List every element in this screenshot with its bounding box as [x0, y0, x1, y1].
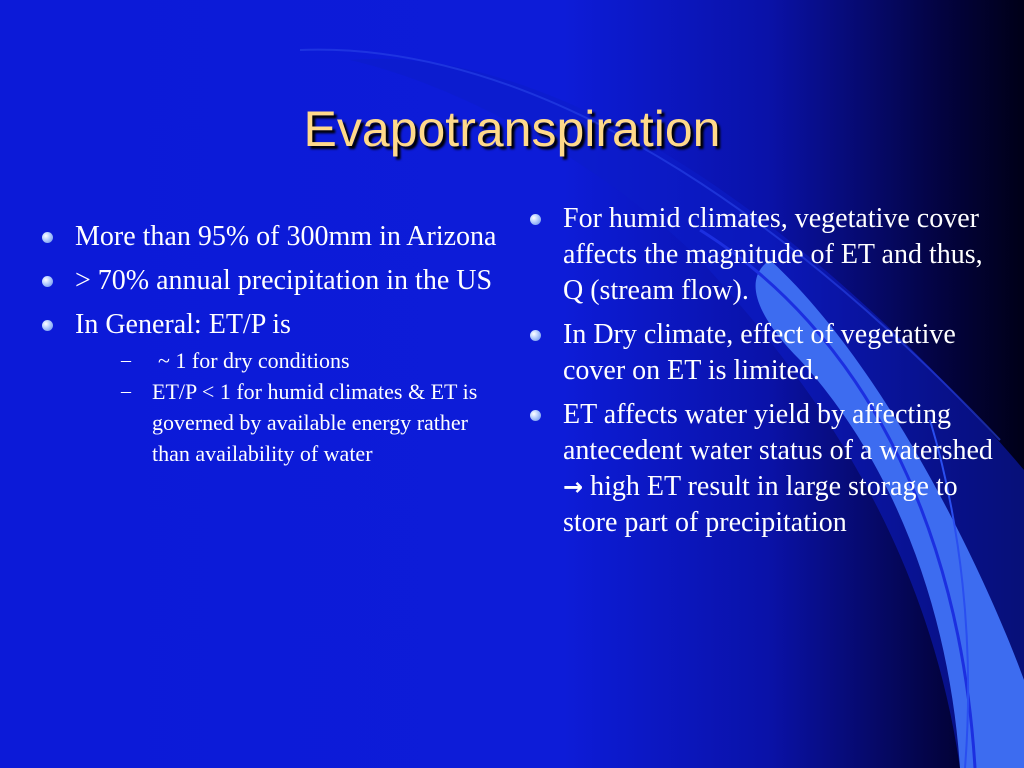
bullet-text: > 70% annual precipitation in the US: [75, 265, 493, 296]
bullet-text: In General: ET/P is: [75, 309, 291, 340]
list-item: In General: ET/P is – ~ 1 for dry condit…: [42, 307, 502, 469]
bullet-icon: [42, 276, 53, 287]
dash-icon: –: [121, 380, 131, 402]
bullet-text: In Dry climate, effect of vegetative cov…: [563, 319, 956, 386]
sub-bullet-text: ~ 1 for dry conditions: [158, 348, 350, 373]
list-item: For humid climates, vegetative cover aff…: [530, 201, 1000, 309]
bullet-text-continued: high ET result in large storage to store…: [563, 471, 958, 538]
arrow-right-icon: →: [563, 473, 584, 501]
bullet-icon: [42, 320, 53, 331]
list-item: > 70% annual precipitation in the US: [42, 263, 502, 299]
bullet-text: ET affects water yield by affecting ante…: [563, 399, 993, 466]
bullet-icon: [530, 330, 541, 341]
sub-list-item: – ~ 1 for dry conditions: [75, 345, 502, 376]
bullet-text: More than 95% of 300mm in Arizona: [75, 221, 497, 252]
bullet-icon: [530, 214, 541, 225]
right-column: For humid climates, vegetative cover aff…: [530, 201, 1000, 549]
bullet-icon: [42, 232, 53, 243]
left-bullet-list: More than 95% of 300mm in Arizona > 70% …: [42, 219, 502, 469]
sub-list-item: – ET/P < 1 for humid climates & ET is go…: [75, 376, 502, 469]
left-column: More than 95% of 300mm in Arizona > 70% …: [42, 219, 502, 477]
bullet-text: For humid climates, vegetative cover aff…: [563, 203, 983, 306]
bullet-icon: [530, 410, 541, 421]
list-item: In Dry climate, effect of vegetative cov…: [530, 317, 1000, 389]
slide-title: Evapotranspiration: [303, 101, 721, 157]
sub-bullet-text: ET/P < 1 for humid climates & ET is gove…: [152, 379, 478, 466]
dash-icon: –: [121, 349, 131, 371]
sub-bullet-list: – ~ 1 for dry conditions – ET/P < 1 for …: [75, 345, 502, 469]
list-item: ET affects water yield by affecting ante…: [530, 397, 1000, 541]
list-item: More than 95% of 300mm in Arizona: [42, 219, 502, 255]
right-bullet-list: For humid climates, vegetative cover aff…: [530, 201, 1000, 541]
